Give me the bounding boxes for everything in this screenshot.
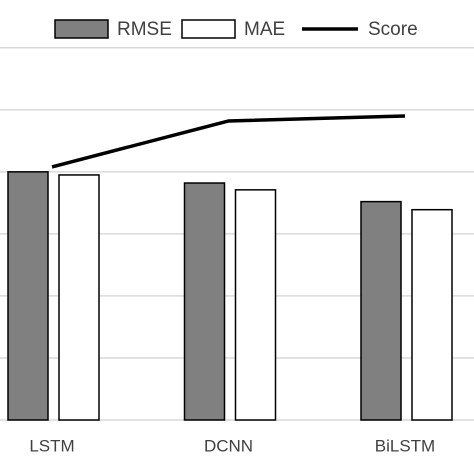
legend-swatch bbox=[181, 19, 236, 39]
legend-label: RMSE bbox=[117, 19, 172, 40]
x-tick-label: LSTM bbox=[29, 436, 74, 455]
legend-label: Score bbox=[368, 19, 418, 40]
line bbox=[51, 114, 406, 169]
bar bbox=[234, 189, 277, 421]
bar bbox=[7, 171, 49, 421]
bar bbox=[411, 208, 453, 421]
legend-swatch bbox=[54, 19, 109, 39]
x-tick-label: DCNN bbox=[204, 436, 253, 455]
x-tick-label: BiLSTM bbox=[375, 436, 435, 455]
legend-label: MAE bbox=[244, 19, 285, 40]
bar bbox=[58, 174, 100, 421]
bar bbox=[360, 200, 402, 421]
bar bbox=[183, 182, 226, 421]
